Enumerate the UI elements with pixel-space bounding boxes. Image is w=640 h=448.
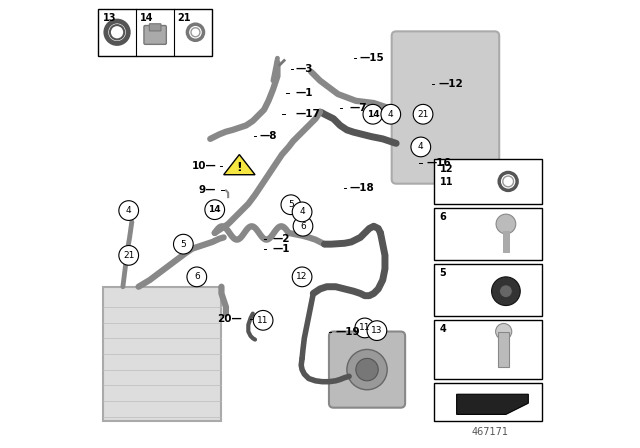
- Text: —12: —12: [439, 79, 463, 89]
- Bar: [499, 332, 509, 367]
- Text: —1: —1: [273, 244, 291, 254]
- Circle shape: [503, 176, 513, 187]
- Circle shape: [500, 285, 512, 297]
- Text: —17: —17: [296, 109, 320, 119]
- Circle shape: [119, 246, 139, 265]
- FancyBboxPatch shape: [435, 208, 541, 260]
- FancyBboxPatch shape: [149, 24, 161, 31]
- Circle shape: [496, 214, 516, 234]
- Text: 13: 13: [103, 13, 116, 23]
- Circle shape: [253, 310, 273, 330]
- FancyBboxPatch shape: [435, 320, 541, 379]
- Text: —16: —16: [426, 158, 451, 168]
- FancyBboxPatch shape: [144, 26, 166, 44]
- Circle shape: [281, 195, 301, 215]
- Circle shape: [292, 267, 312, 287]
- Text: 20—: 20—: [217, 314, 242, 324]
- Circle shape: [355, 318, 374, 338]
- Text: !: !: [237, 161, 242, 174]
- Circle shape: [367, 321, 387, 340]
- FancyBboxPatch shape: [392, 31, 499, 184]
- FancyBboxPatch shape: [103, 287, 221, 421]
- Text: 14: 14: [367, 110, 379, 119]
- Text: 11: 11: [359, 323, 371, 332]
- Text: 10—: 10—: [191, 161, 216, 171]
- Circle shape: [187, 267, 207, 287]
- Circle shape: [363, 104, 383, 124]
- Polygon shape: [224, 155, 255, 175]
- Circle shape: [381, 104, 401, 124]
- FancyBboxPatch shape: [435, 383, 541, 421]
- Text: 14: 14: [209, 205, 221, 214]
- Circle shape: [292, 202, 312, 222]
- Circle shape: [347, 349, 387, 390]
- Text: 5: 5: [288, 200, 294, 209]
- Text: 5: 5: [440, 268, 446, 278]
- Text: 12: 12: [296, 272, 308, 281]
- Circle shape: [191, 28, 200, 37]
- Text: 9—: 9—: [198, 185, 216, 195]
- FancyBboxPatch shape: [99, 9, 212, 56]
- Text: 11: 11: [440, 177, 453, 187]
- Circle shape: [293, 216, 313, 236]
- Text: —15: —15: [360, 53, 384, 63]
- Text: —8: —8: [260, 131, 277, 141]
- Circle shape: [413, 104, 433, 124]
- Text: 14: 14: [140, 13, 154, 23]
- Text: —19: —19: [336, 327, 360, 337]
- Circle shape: [173, 234, 193, 254]
- Text: 6: 6: [300, 222, 306, 231]
- Text: —7: —7: [349, 103, 367, 112]
- Text: 12: 12: [440, 164, 453, 173]
- Text: 21: 21: [123, 251, 134, 260]
- Text: 4: 4: [418, 142, 424, 151]
- Text: 6: 6: [440, 212, 446, 222]
- Text: 4: 4: [300, 207, 305, 216]
- Text: 6: 6: [194, 272, 200, 281]
- Text: —18: —18: [349, 183, 374, 193]
- Text: 11: 11: [257, 316, 269, 325]
- Text: 21: 21: [417, 110, 429, 119]
- Circle shape: [492, 277, 520, 306]
- Text: 4: 4: [126, 206, 131, 215]
- Text: —2: —2: [273, 234, 291, 244]
- Text: —3: —3: [296, 65, 313, 74]
- Text: 4: 4: [440, 324, 446, 334]
- Text: 13: 13: [371, 326, 383, 335]
- Circle shape: [356, 358, 378, 381]
- Text: —1: —1: [296, 88, 313, 98]
- Text: 5: 5: [180, 240, 186, 249]
- Text: 4: 4: [388, 110, 394, 119]
- Circle shape: [119, 201, 139, 220]
- Circle shape: [205, 200, 225, 220]
- FancyBboxPatch shape: [435, 264, 541, 316]
- Text: 467171: 467171: [472, 427, 509, 437]
- Polygon shape: [457, 394, 529, 414]
- Circle shape: [495, 323, 512, 340]
- FancyBboxPatch shape: [435, 159, 541, 204]
- Circle shape: [411, 137, 431, 157]
- Text: 21: 21: [177, 13, 191, 23]
- FancyBboxPatch shape: [329, 332, 405, 408]
